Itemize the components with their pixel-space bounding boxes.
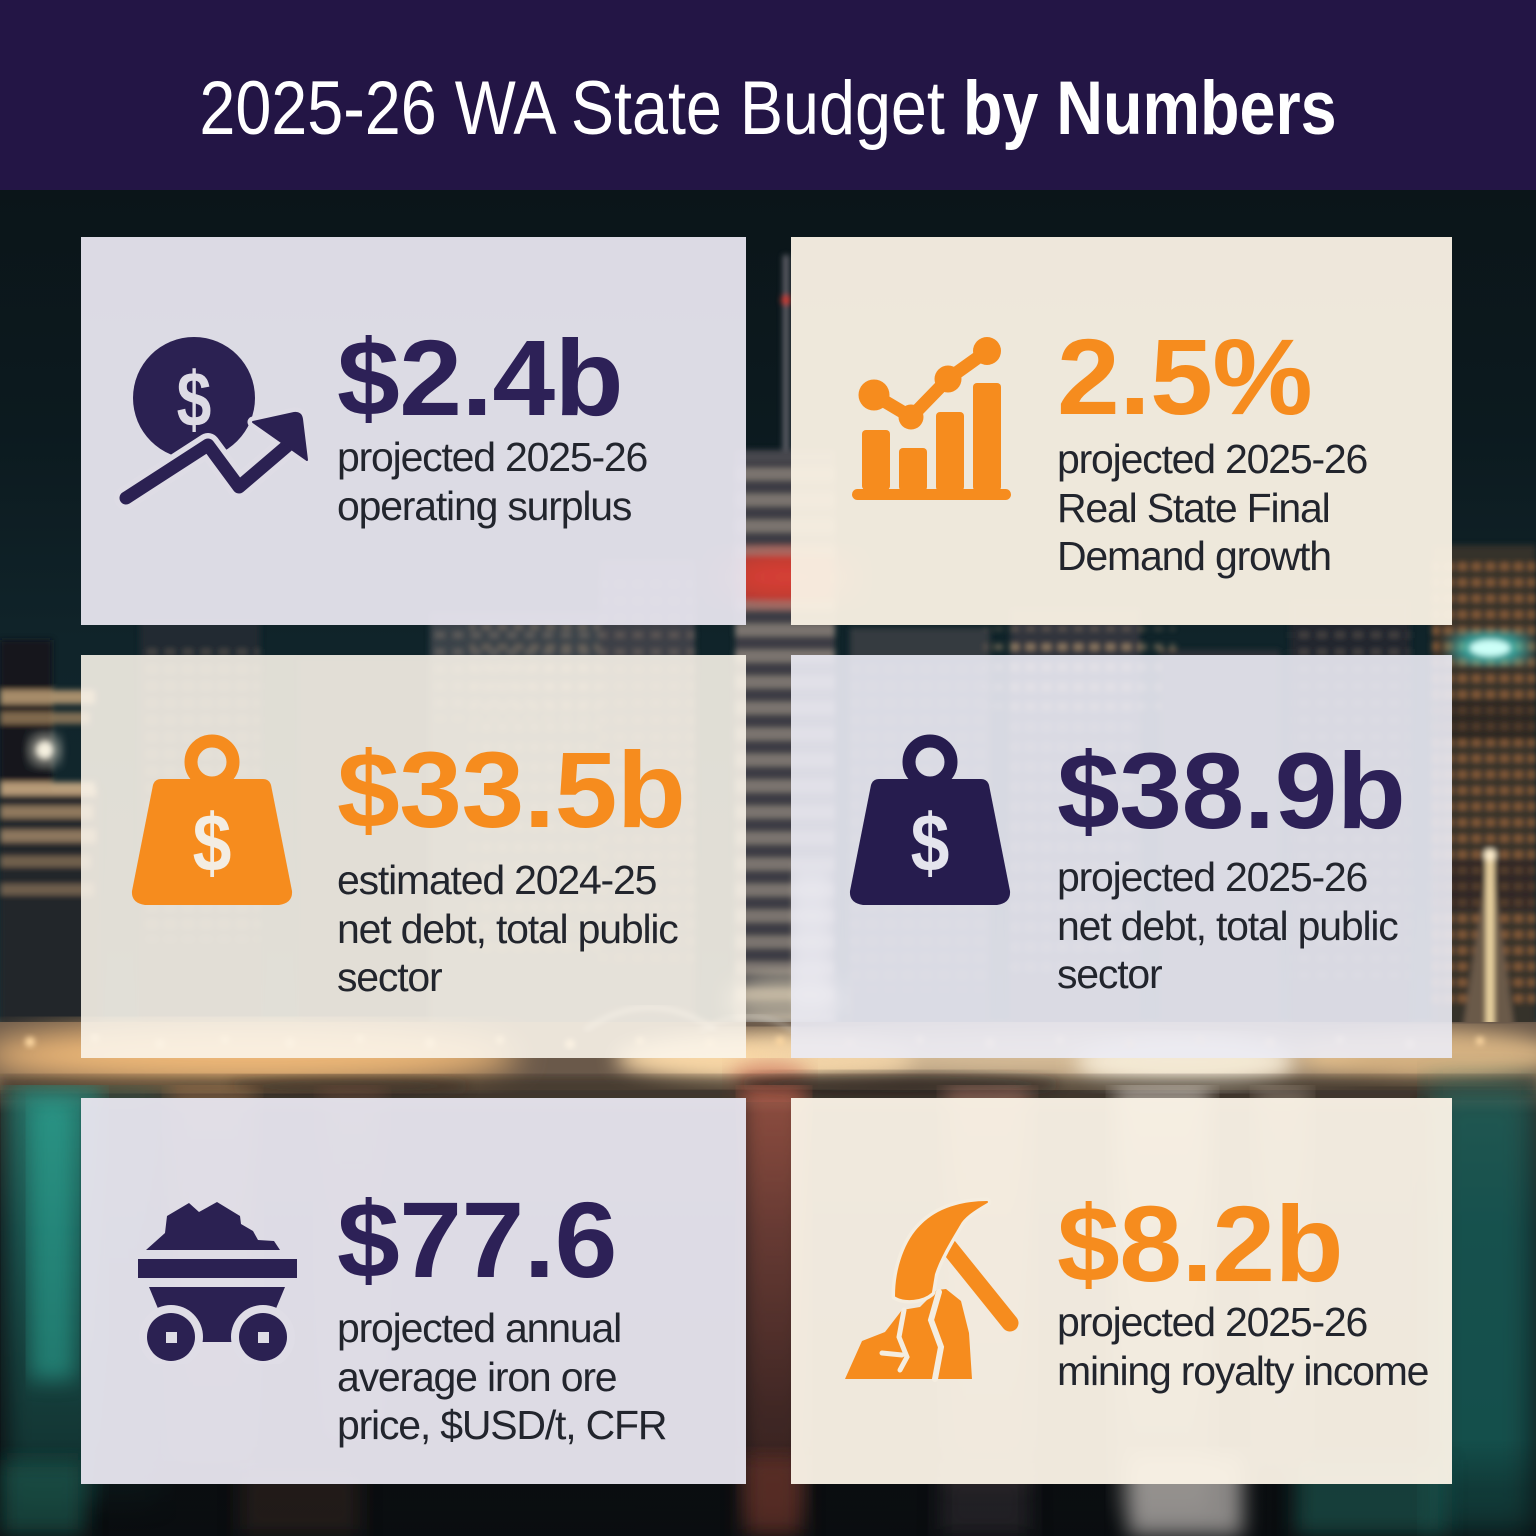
svg-text:$: $ bbox=[193, 798, 232, 890]
svg-text:$: $ bbox=[911, 798, 950, 890]
svg-text:$: $ bbox=[177, 355, 212, 442]
